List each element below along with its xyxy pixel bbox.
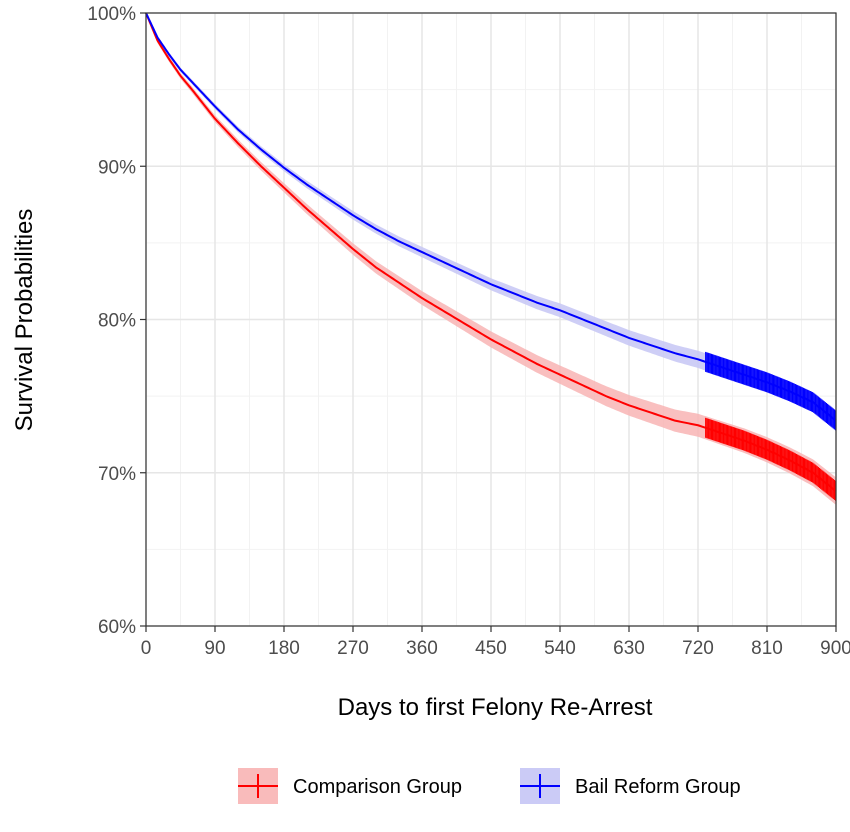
x-tick-label: 270	[337, 638, 369, 659]
legend-key-comparison	[238, 768, 278, 804]
x-tick-label: 180	[268, 638, 300, 659]
y-tick-label: 80%	[98, 311, 136, 332]
y-tick-label: 60%	[98, 617, 136, 638]
legend: Comparison Group Bail Reform Group	[238, 768, 741, 804]
x-tick-label: 900	[820, 638, 850, 659]
x-tick-label: 90	[204, 638, 225, 659]
x-tick-label: 360	[406, 638, 438, 659]
censor-marks	[705, 351, 837, 501]
x-tick-label: 0	[141, 638, 152, 659]
y-axis-title: Survival Probabilities	[11, 209, 38, 432]
y-tick-label: 90%	[98, 157, 136, 178]
x-axis-title: Days to first Felony Re-Arrest	[338, 694, 653, 721]
x-tick-label: 540	[544, 638, 576, 659]
legend-key-bail-reform	[520, 768, 560, 804]
x-tick-label: 810	[751, 638, 783, 659]
legend-label-bail-reform: Bail Reform Group	[575, 776, 741, 798]
x-axis: 0 90 180 270 360 450 540 630 720 810 900	[141, 626, 850, 659]
x-tick-label: 720	[682, 638, 714, 659]
legend-label-comparison: Comparison Group	[293, 776, 462, 798]
y-tick-label: 70%	[98, 464, 136, 485]
y-axis: 60% 70% 80% 90% 100%	[87, 4, 146, 638]
y-tick-label: 100%	[87, 4, 136, 25]
x-tick-label: 450	[475, 638, 507, 659]
x-tick-label: 630	[613, 638, 645, 659]
